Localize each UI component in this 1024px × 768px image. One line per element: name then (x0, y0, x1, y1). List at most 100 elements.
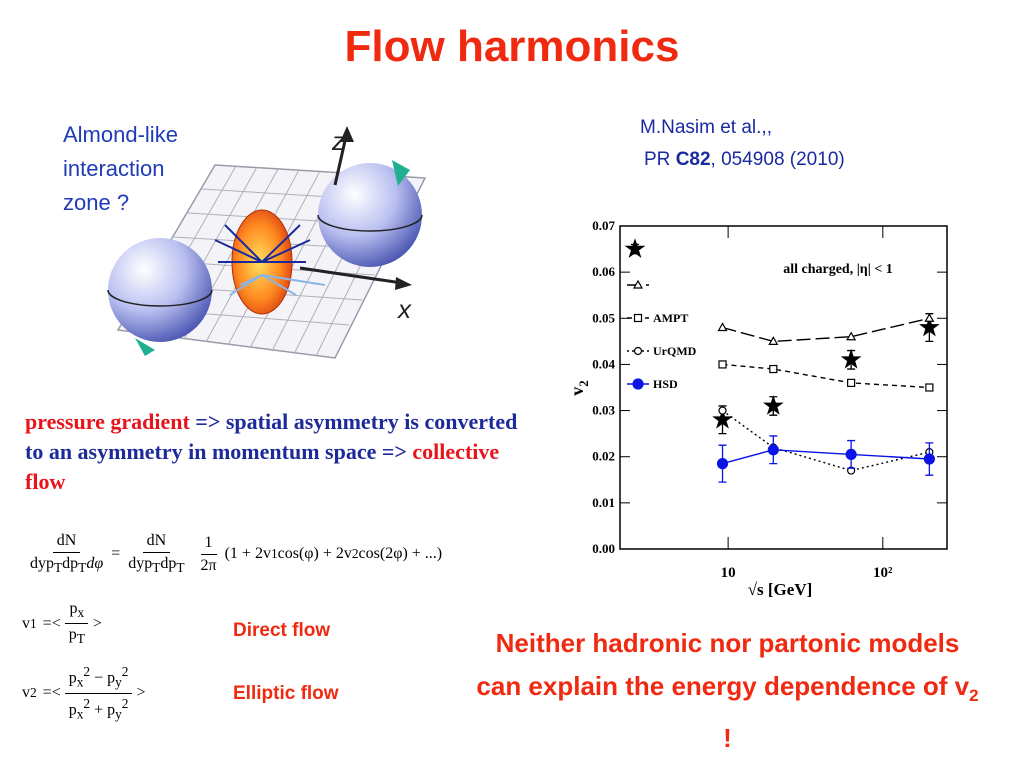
y-tick-label: 0.00 (592, 541, 615, 556)
plot-frame (619, 225, 948, 550)
chart: 0.00 0.01 0.02 0.03 0.04 0.05 0.06 0.07 10 10² √s … (567, 218, 948, 599)
y-tick-label: 0.05 (592, 310, 615, 325)
eq-part: > (92, 614, 102, 632)
eq-sup: 2 (121, 664, 129, 679)
fraction: px2 − py2 px2 + py2 (64, 664, 133, 723)
eq-sub: x (77, 605, 85, 621)
marker-star (918, 316, 940, 337)
ref-rest: , 054908 (2010) (710, 149, 845, 170)
caption-line: zone ? (63, 190, 130, 215)
eq-part: p (68, 700, 77, 718)
eq-part: (1 + 2v (224, 545, 271, 563)
eq-part: =< (42, 614, 61, 632)
eq-sub: 2 (30, 685, 37, 701)
marker-square (718, 360, 727, 369)
illustration-caption: Almond-like interaction zone ? (63, 118, 178, 220)
eq-sub: T (76, 631, 85, 647)
eq-sub: T (54, 560, 63, 576)
x-tick-label: 10 (721, 565, 736, 581)
series-line (722, 363, 930, 389)
eq-part: cos(2φ) + ...) (358, 545, 443, 563)
eq-sup: 2 (83, 664, 91, 679)
reference: M.Nasim et al.,, PR C82, 054908 (2010) (640, 112, 845, 176)
y-tick-label: 0.01 (592, 495, 615, 510)
marker-star (624, 238, 646, 258)
elliptic-flow-label: Elliptic flow (233, 683, 339, 704)
fraction: dN dypTdpTdφ (26, 532, 107, 576)
legend-marker (633, 346, 643, 356)
legend-label: UrQMD (653, 344, 697, 358)
conclusion: Neither hadronic nor partonic models can… (470, 622, 985, 760)
series-line (722, 317, 930, 343)
x-tick-label: 10² (873, 565, 893, 581)
eq-part: dp (62, 555, 79, 572)
marker-dot (716, 458, 729, 470)
eq-sub: T (176, 560, 185, 576)
slide-title: Flow harmonics (344, 22, 680, 71)
marker-circle (718, 406, 727, 415)
y-axis-label: v2 (567, 380, 591, 396)
legend-marker (632, 279, 644, 289)
eq-part: dyp (30, 555, 54, 572)
marker-star (762, 395, 784, 415)
marker-square (847, 378, 856, 387)
ref-volume: C82 (675, 149, 711, 170)
statement-part: pressure gradient (25, 409, 190, 434)
direct-flow-label: Direct flow (233, 620, 331, 641)
ref-citation: PR C82, 054908 (2010) (640, 144, 845, 176)
marker-triangle (846, 331, 857, 341)
statement-part: => spatial asymmetry is converted to an … (25, 409, 518, 464)
marker-dot (767, 444, 779, 456)
eq-part: p (69, 600, 78, 617)
eq-part: v (22, 684, 30, 702)
eq-part: dypTdpTdφ (26, 553, 107, 576)
marker-star (712, 408, 733, 429)
marker-square (925, 383, 934, 392)
eq-sup: 2 (121, 695, 129, 711)
eq-sub: x (76, 706, 84, 722)
eq-part: > (136, 684, 146, 702)
eq-sub: 1 (30, 615, 37, 631)
eq-part: px2 + py2 (65, 694, 133, 723)
eq-sub: y (115, 674, 122, 690)
marker-triangle (717, 322, 728, 332)
eq-part: dφ (86, 555, 104, 572)
statement-part: collective flow (25, 439, 500, 494)
eq-part: dypTdpT (124, 553, 188, 576)
series-line (722, 449, 930, 465)
y-axis-label-main: v (567, 387, 587, 396)
eq-part: p (68, 626, 77, 644)
eq-part: v (22, 614, 30, 632)
y-tick-label: 0.07 (592, 218, 615, 233)
annotation: all charged, |η| < 1 (783, 262, 893, 277)
marker-triangle (924, 313, 935, 322)
eq-sub: x (76, 674, 84, 690)
conclusion-text: Neither hadronic nor partonic models can… (476, 628, 970, 701)
eq-part: px (65, 600, 89, 625)
y-axis-label-sub: 2 (576, 380, 591, 387)
ref-authors: M.Nasim et al.,, (640, 117, 772, 138)
eq-part: cos(φ) + 2v (277, 545, 352, 563)
marker-dot (845, 448, 857, 461)
eq-part: dN (142, 532, 171, 553)
x-axis-label: √s [GeV] (748, 580, 813, 599)
eq-part: =< (42, 684, 61, 702)
equation-spectrum: dN dypTdpTdφ = dN dypTdpT 1 2π (1 + 2v 1 cos(… (22, 532, 442, 576)
marker-triangle (768, 336, 779, 345)
axis-label-z: z (331, 126, 345, 156)
eq-part: = (111, 545, 121, 563)
statement: pressure gradient => spatial asymmetry i… (25, 407, 540, 497)
marker-star (840, 348, 862, 369)
eq-sub: 2 (351, 546, 359, 562)
legend-marker (632, 378, 644, 390)
eq-part: px2 − py2 (64, 664, 133, 694)
y-tick-label: 0.04 (592, 356, 615, 371)
eq-part: + p (90, 700, 116, 718)
conclusion-sub: 2 (969, 686, 979, 706)
eq-part: 1 (200, 534, 217, 555)
legend-label: HSD (653, 377, 678, 391)
eq-part: 2π (200, 556, 217, 574)
